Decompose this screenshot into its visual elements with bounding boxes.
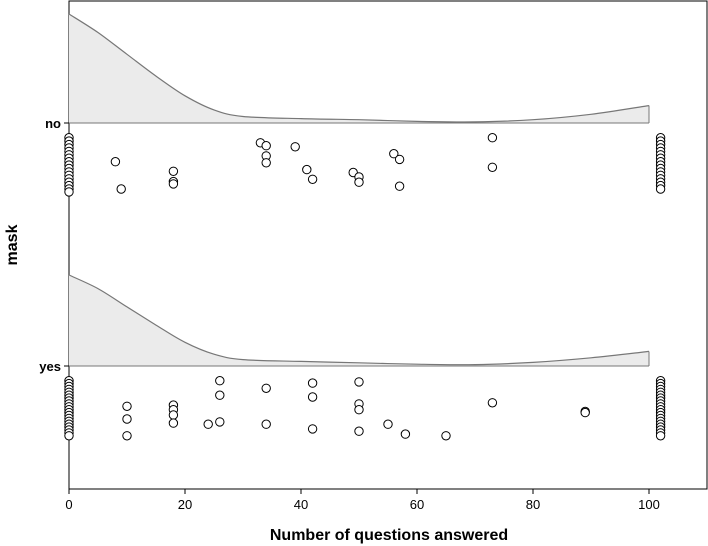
data-point-no xyxy=(487,133,498,143)
data-point-yes xyxy=(168,418,179,428)
data-point-yes xyxy=(383,419,393,429)
data-point-yes xyxy=(122,414,132,424)
axis-layer: no yes 0 20 40 60 80 100 xyxy=(39,116,660,512)
data-point-yes xyxy=(64,431,74,441)
data-point-yes xyxy=(655,431,666,441)
data-point-yes xyxy=(261,383,271,393)
density-curve-yes xyxy=(68,274,650,366)
data-point-no xyxy=(394,154,405,165)
data-point-no xyxy=(168,179,179,189)
data-point-yes xyxy=(122,431,132,441)
data-point-no xyxy=(394,181,405,191)
data-point-no xyxy=(168,166,179,177)
plot-frame xyxy=(68,0,708,490)
data-point-yes xyxy=(580,407,590,418)
y-axis-title: mask xyxy=(4,224,21,265)
x-tick-label: 20 xyxy=(178,497,192,512)
data-point-yes xyxy=(307,392,318,402)
data-point-yes xyxy=(122,401,132,411)
data-point-yes xyxy=(354,426,364,436)
data-point-yes xyxy=(354,377,364,387)
density-area-yes xyxy=(69,275,649,366)
data-point-no xyxy=(307,174,318,185)
data-point-yes xyxy=(441,431,451,441)
x-tick-label: 80 xyxy=(526,497,540,512)
data-point-no xyxy=(64,187,74,197)
density-layer xyxy=(68,13,650,367)
x-tick-label: 40 xyxy=(294,497,308,512)
data-point-no xyxy=(261,158,271,168)
data-point-yes xyxy=(400,429,411,439)
data-point-yes xyxy=(215,390,225,400)
data-point-yes xyxy=(487,398,498,408)
data-point-yes xyxy=(215,376,225,386)
y-tick-label-yes: yes xyxy=(39,359,61,374)
y-tick-label-no: no xyxy=(45,116,61,131)
data-point-no xyxy=(261,141,271,151)
data-point-yes xyxy=(307,424,318,434)
data-point-yes xyxy=(307,378,318,388)
data-point-no xyxy=(116,184,126,194)
data-point-no xyxy=(389,149,399,159)
data-point-no xyxy=(354,177,364,187)
x-tick-label: 100 xyxy=(638,497,660,512)
data-point-no xyxy=(487,162,498,173)
data-point-yes xyxy=(203,419,213,429)
data-point-yes xyxy=(215,417,225,427)
data-point-no xyxy=(655,184,666,194)
data-point-yes xyxy=(354,405,364,415)
x-tick-label: 60 xyxy=(410,497,424,512)
data-point-no xyxy=(302,164,312,175)
x-axis-title: Number of questions answered xyxy=(270,527,508,544)
data-point-yes xyxy=(168,410,179,420)
density-curve-no xyxy=(68,13,650,123)
points-layer xyxy=(64,133,666,441)
data-point-yes xyxy=(261,419,271,429)
plot-area-frame xyxy=(68,0,708,490)
density-area-no xyxy=(69,14,649,123)
data-point-no xyxy=(290,142,300,152)
data-point-no xyxy=(110,157,121,167)
x-tick-label: 0 xyxy=(65,497,72,512)
